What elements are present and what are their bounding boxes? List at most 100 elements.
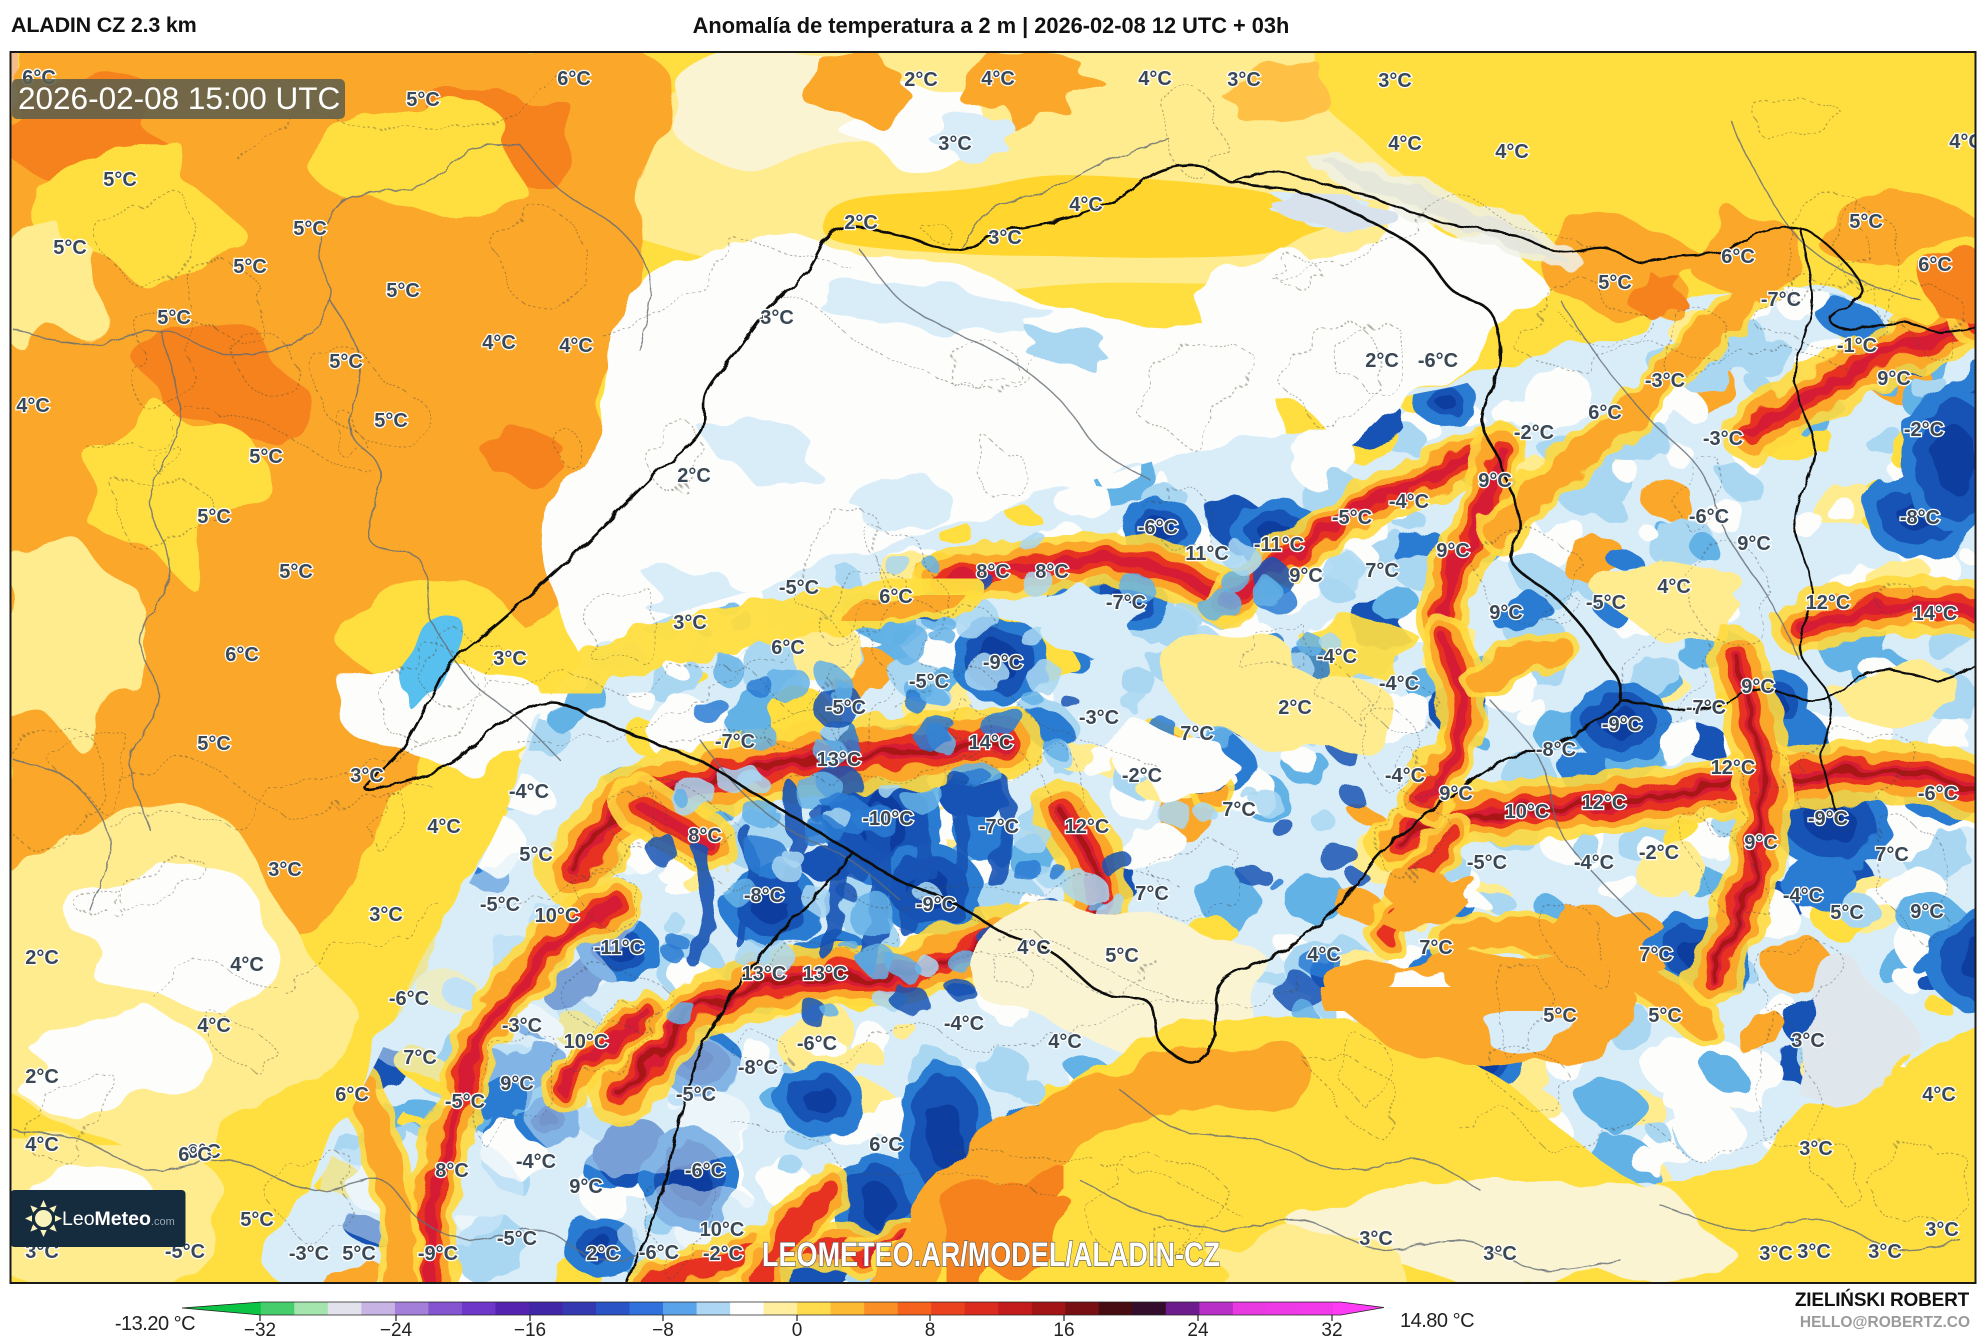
svg-text:6°C: 6°C <box>1918 254 1952 276</box>
svg-text:-6°C: -6°C <box>1689 506 1729 528</box>
svg-text:5°C: 5°C <box>406 89 440 111</box>
svg-text:4°C: 4°C <box>197 1015 231 1037</box>
svg-text:32: 32 <box>1321 1320 1342 1339</box>
svg-text:-9°C: -9°C <box>916 894 956 916</box>
svg-text:-4°C: -4°C <box>1379 673 1419 695</box>
svg-text:-5°C: -5°C <box>1467 852 1507 874</box>
svg-text:6°C: 6°C <box>1721 246 1755 268</box>
svg-text:2°C: 2°C <box>586 1243 620 1265</box>
svg-text:4°C: 4°C <box>1949 131 1982 153</box>
svg-text:8: 8 <box>925 1320 936 1339</box>
svg-text:-2°C: -2°C <box>1904 419 1944 441</box>
svg-text:13°C: 13°C <box>803 963 848 985</box>
svg-text:5°C: 5°C <box>1648 1005 1682 1027</box>
svg-text:9°C: 9°C <box>1877 368 1911 390</box>
svg-text:3°C: 3°C <box>1483 1243 1517 1265</box>
svg-text:-11°C: -11°C <box>1254 534 1304 556</box>
svg-text:3°C: 3°C <box>268 859 302 881</box>
svg-text:-7°C: -7°C <box>1761 289 1801 311</box>
svg-text:-5°C: -5°C <box>480 894 520 916</box>
svg-text:-9°C: -9°C <box>1808 808 1848 830</box>
svg-text:-5°C: -5°C <box>779 577 819 599</box>
svg-text:3°C: 3°C <box>493 648 527 670</box>
svg-text:3°C: 3°C <box>1799 1138 1833 1160</box>
svg-text:-11°C: -11°C <box>594 937 644 959</box>
svg-text:5°C: 5°C <box>386 280 420 302</box>
svg-text:4°C: 4°C <box>1048 1031 1082 1053</box>
svg-text:-7°C: -7°C <box>1106 592 1146 614</box>
svg-text:4°C: 4°C <box>427 816 461 838</box>
svg-text:6°C: 6°C <box>879 586 913 608</box>
svg-text:-6°C: -6°C <box>1918 783 1958 805</box>
svg-text:6°C: 6°C <box>1588 402 1622 424</box>
svg-text:4°C: 4°C <box>1307 944 1341 966</box>
svg-text:-7°C: -7°C <box>1686 697 1726 719</box>
svg-text:5°C: 5°C <box>1598 272 1632 294</box>
svg-text:4°C: 4°C <box>559 335 593 357</box>
svg-text:6°C: 6°C <box>225 644 259 666</box>
svg-text:10°C: 10°C <box>700 1219 745 1241</box>
svg-text:4°C: 4°C <box>230 954 264 976</box>
svg-text:5°C: 5°C <box>103 169 137 191</box>
svg-text:9°C: 9°C <box>1910 901 1944 923</box>
svg-text:-4°C: -4°C <box>944 1013 984 1035</box>
svg-text:5°C: 5°C <box>374 410 408 432</box>
svg-text:11°C: 11°C <box>1185 543 1229 565</box>
svg-text:3°C: 3°C <box>1791 1030 1825 1052</box>
svg-text:3°C: 3°C <box>350 765 384 787</box>
svg-text:6°C: 6°C <box>187 1141 221 1163</box>
svg-text:2°C: 2°C <box>25 947 59 969</box>
svg-text:5°C: 5°C <box>240 1209 274 1231</box>
svg-text:5°C: 5°C <box>519 844 553 866</box>
svg-text:6°C: 6°C <box>869 1134 903 1156</box>
svg-text:5°C: 5°C <box>293 218 327 240</box>
svg-text:5°C: 5°C <box>1543 1005 1577 1027</box>
svg-text:Anomalía de temperatura a 2 m: Anomalía de temperatura a 2 m | 2026-02-… <box>693 13 1290 38</box>
svg-text:4°C: 4°C <box>981 68 1015 90</box>
svg-text:-5°C: -5°C <box>1586 592 1626 614</box>
svg-text:24: 24 <box>1187 1320 1209 1339</box>
svg-text:3°C: 3°C <box>1925 1219 1959 1241</box>
svg-text:7°C: 7°C <box>1419 937 1453 959</box>
svg-text:-3°C: -3°C <box>1079 707 1119 729</box>
svg-text:5°C: 5°C <box>279 561 313 583</box>
svg-text:-1°C: -1°C <box>1837 335 1877 357</box>
svg-text:5°C: 5°C <box>1105 945 1139 967</box>
svg-text:13°C: 13°C <box>742 963 787 985</box>
svg-text:HELLO@ROBERTZ.CO: HELLO@ROBERTZ.CO <box>1800 1314 1970 1331</box>
svg-text:−32: −32 <box>244 1320 276 1339</box>
svg-text:-3°C: -3°C <box>289 1243 329 1265</box>
svg-text:14.80 °C: 14.80 °C <box>1400 1310 1474 1332</box>
svg-text:8°C: 8°C <box>1035 561 1069 583</box>
svg-text:LeoMeteo.com: LeoMeteo.com <box>62 1208 175 1230</box>
svg-text:-2°C: -2°C <box>703 1243 743 1265</box>
svg-text:9°C: 9°C <box>500 1073 534 1095</box>
svg-text:9°C: 9°C <box>1489 602 1523 624</box>
svg-text:12°C: 12°C <box>1711 757 1756 779</box>
svg-text:3°C: 3°C <box>760 307 794 329</box>
svg-text:ZIELIŃSKI ROBERT: ZIELIŃSKI ROBERT <box>1795 1289 1970 1311</box>
svg-text:3°C: 3°C <box>1797 1241 1831 1263</box>
svg-text:7°C: 7°C <box>403 1047 437 1069</box>
svg-text:-6°C: -6°C <box>1418 350 1458 372</box>
svg-text:3°C: 3°C <box>1227 69 1261 91</box>
svg-text:-8°C: -8°C <box>1900 507 1940 529</box>
svg-text:8°C: 8°C <box>976 561 1010 583</box>
svg-text:2°C: 2°C <box>25 1066 59 1088</box>
svg-text:4°C: 4°C <box>1138 68 1172 90</box>
svg-text:-10°C: -10°C <box>862 808 913 830</box>
svg-text:5°C: 5°C <box>1830 902 1864 924</box>
svg-text:3°C: 3°C <box>1378 70 1412 92</box>
svg-text:7°C: 7°C <box>1180 723 1214 745</box>
svg-text:9°C: 9°C <box>1436 540 1470 562</box>
svg-text:5°C: 5°C <box>329 351 363 373</box>
svg-text:6°C: 6°C <box>335 1084 369 1106</box>
svg-text:LEOMETEO.AR/MODEL/ALADIN-CZ: LEOMETEO.AR/MODEL/ALADIN-CZ <box>762 1236 1220 1274</box>
svg-text:3°C: 3°C <box>1868 1241 1902 1263</box>
svg-text:3°C: 3°C <box>1359 1228 1393 1250</box>
svg-text:−24: −24 <box>380 1320 413 1339</box>
svg-text:5°C: 5°C <box>1849 211 1883 233</box>
svg-text:-7°C: -7°C <box>715 731 755 753</box>
svg-text:-4°C: -4°C <box>1385 765 1425 787</box>
svg-text:-6°C: -6°C <box>797 1033 837 1055</box>
